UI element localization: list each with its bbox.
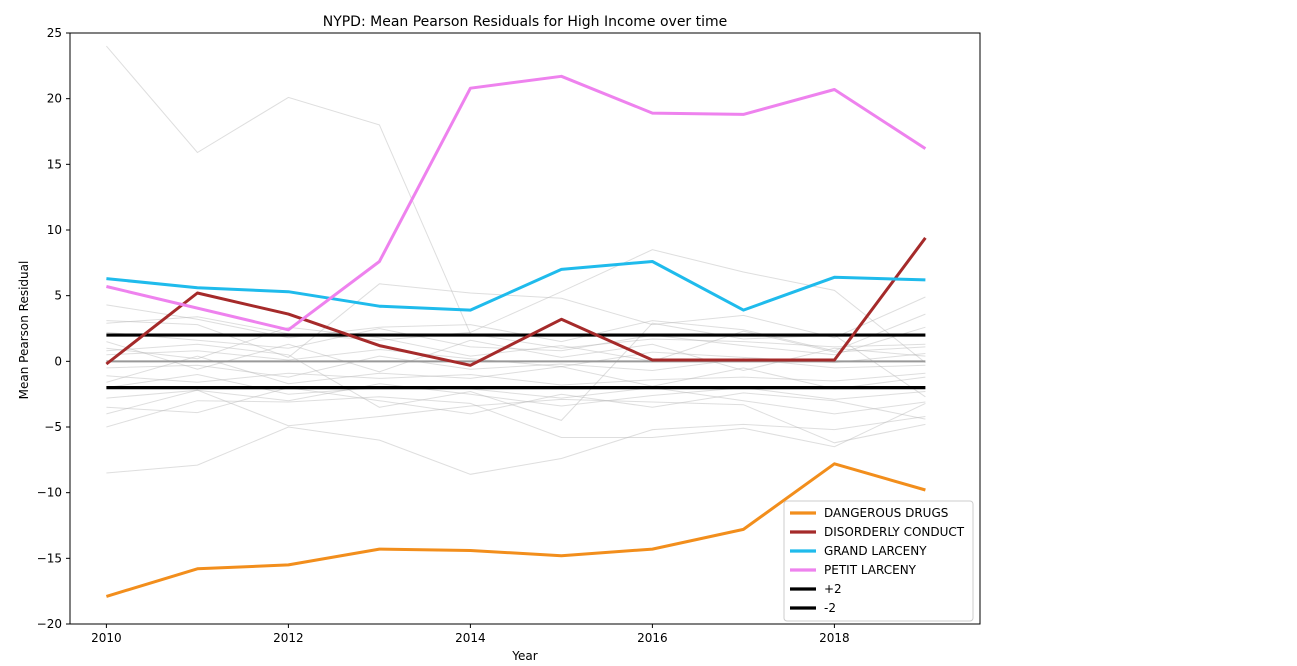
y-tick-label: 0	[54, 354, 62, 368]
y-tick-label: 5	[54, 289, 62, 303]
chart-title: NYPD: Mean Pearson Residuals for High In…	[323, 14, 728, 30]
background-series-line-13	[106, 326, 926, 356]
background-series-line-18	[106, 355, 926, 390]
legend-label: DANGEROUS DRUGS	[824, 506, 948, 520]
background-series-line-12	[106, 355, 926, 378]
y-tick-label: 25	[47, 26, 62, 40]
x-tick-label: 2018	[819, 631, 850, 645]
background-series-line-4	[106, 389, 926, 444]
y-tick-label: −20	[37, 617, 62, 631]
background-series-line-6	[106, 249, 926, 363]
background-series-line-10	[106, 372, 926, 386]
legend-box	[783, 500, 974, 622]
legend-label: GRAND LARCENY	[824, 544, 927, 558]
x-axis-label: Year	[511, 649, 537, 661]
x-tick-label: 2010	[91, 631, 122, 645]
series-line-grand-larceny	[106, 260, 926, 312]
y-tick-label: 15	[47, 157, 62, 171]
y-tick-label: 20	[47, 92, 62, 106]
background-series-line-5	[106, 283, 926, 358]
x-tick-label: 2016	[637, 631, 668, 645]
series-line-disorderly-conduct	[105, 237, 927, 367]
x-tick-label: 2012	[273, 631, 304, 645]
y-tick-label: 10	[47, 223, 62, 237]
y-tick-label: −10	[37, 486, 62, 500]
background-series-line-7	[106, 322, 926, 421]
background-series-line-17	[106, 304, 926, 352]
legend-label: PETIT LARCENY	[824, 563, 917, 577]
legend-label: +2	[824, 582, 842, 596]
background-series-line-8	[106, 373, 926, 415]
legend: DANGEROUS DRUGS DISORDERLY CONDUCT GRAND L…	[783, 500, 974, 622]
background-series-line-2	[106, 416, 926, 475]
background-series-line-14	[106, 383, 926, 407]
legend-label: -2	[824, 601, 836, 615]
plot-area: −20 −15 −10 −5 0 5 10 15 20 25 2010 2012 2014 2016 201…	[37, 26, 981, 645]
legend-label: DISORDERLY CONDUCT	[824, 525, 965, 539]
x-tick-label: 2014	[455, 631, 486, 645]
background-series-line-3	[106, 396, 926, 448]
series-line-dangerous-drugs	[105, 462, 926, 598]
background-series-line-16	[106, 387, 926, 420]
background-series-line-15	[106, 326, 926, 362]
series-line-petit-larceny	[106, 74, 927, 332]
background-series-line-1	[106, 45, 926, 349]
y-axis-label: Mean Pearson Residual	[17, 261, 31, 400]
y-tick-label: −5	[44, 420, 62, 434]
plot-frame	[69, 32, 981, 625]
y-tick-label: −15	[37, 551, 62, 565]
